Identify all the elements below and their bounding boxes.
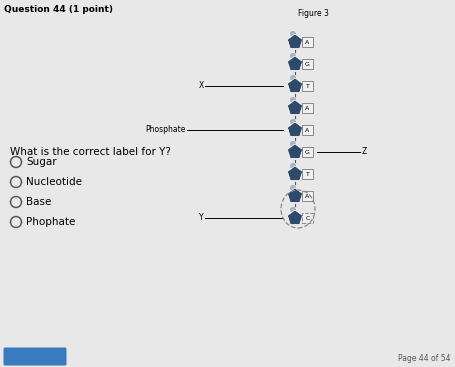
Text: T: T: [306, 84, 309, 88]
Polygon shape: [288, 100, 303, 115]
Text: Z: Z: [362, 148, 367, 156]
Circle shape: [289, 75, 297, 81]
Text: Base: Base: [26, 197, 51, 207]
Circle shape: [289, 97, 297, 103]
Circle shape: [289, 119, 297, 126]
FancyBboxPatch shape: [302, 213, 313, 223]
Text: A: A: [305, 193, 309, 199]
FancyBboxPatch shape: [302, 59, 313, 69]
FancyBboxPatch shape: [302, 81, 313, 91]
Polygon shape: [288, 56, 303, 70]
Polygon shape: [288, 144, 303, 159]
FancyBboxPatch shape: [302, 191, 313, 201]
Text: G: G: [305, 62, 310, 66]
Text: Sugar: Sugar: [26, 157, 56, 167]
Text: Y: Y: [199, 214, 204, 222]
Text: T: T: [306, 171, 309, 177]
Polygon shape: [288, 166, 303, 181]
Polygon shape: [288, 34, 303, 48]
Circle shape: [289, 30, 297, 37]
Text: A: A: [305, 105, 309, 110]
Text: Nucleotide: Nucleotide: [26, 177, 82, 187]
Polygon shape: [288, 210, 303, 225]
Circle shape: [289, 163, 297, 170]
FancyBboxPatch shape: [302, 125, 313, 135]
Text: Phophate: Phophate: [26, 217, 76, 227]
Text: Figure 3: Figure 3: [298, 9, 329, 18]
Text: What is the correct label for Y?: What is the correct label for Y?: [10, 147, 171, 157]
FancyBboxPatch shape: [302, 169, 313, 179]
Circle shape: [289, 185, 297, 192]
Text: A: A: [305, 127, 309, 132]
Circle shape: [289, 207, 297, 214]
Text: Page 44 of 54: Page 44 of 54: [398, 354, 450, 363]
Text: X: X: [199, 81, 204, 91]
Text: Phosphate: Phosphate: [146, 126, 186, 134]
Polygon shape: [288, 188, 303, 203]
FancyBboxPatch shape: [302, 37, 313, 47]
FancyBboxPatch shape: [302, 147, 313, 157]
Circle shape: [289, 141, 297, 148]
Text: C: C: [305, 215, 310, 221]
Text: G: G: [305, 149, 310, 155]
Text: A: A: [305, 40, 309, 44]
FancyBboxPatch shape: [302, 103, 313, 113]
Polygon shape: [288, 78, 303, 92]
Polygon shape: [288, 122, 303, 137]
Text: Question 44 (1 point): Question 44 (1 point): [4, 5, 113, 14]
Circle shape: [289, 52, 297, 59]
FancyBboxPatch shape: [4, 348, 66, 366]
